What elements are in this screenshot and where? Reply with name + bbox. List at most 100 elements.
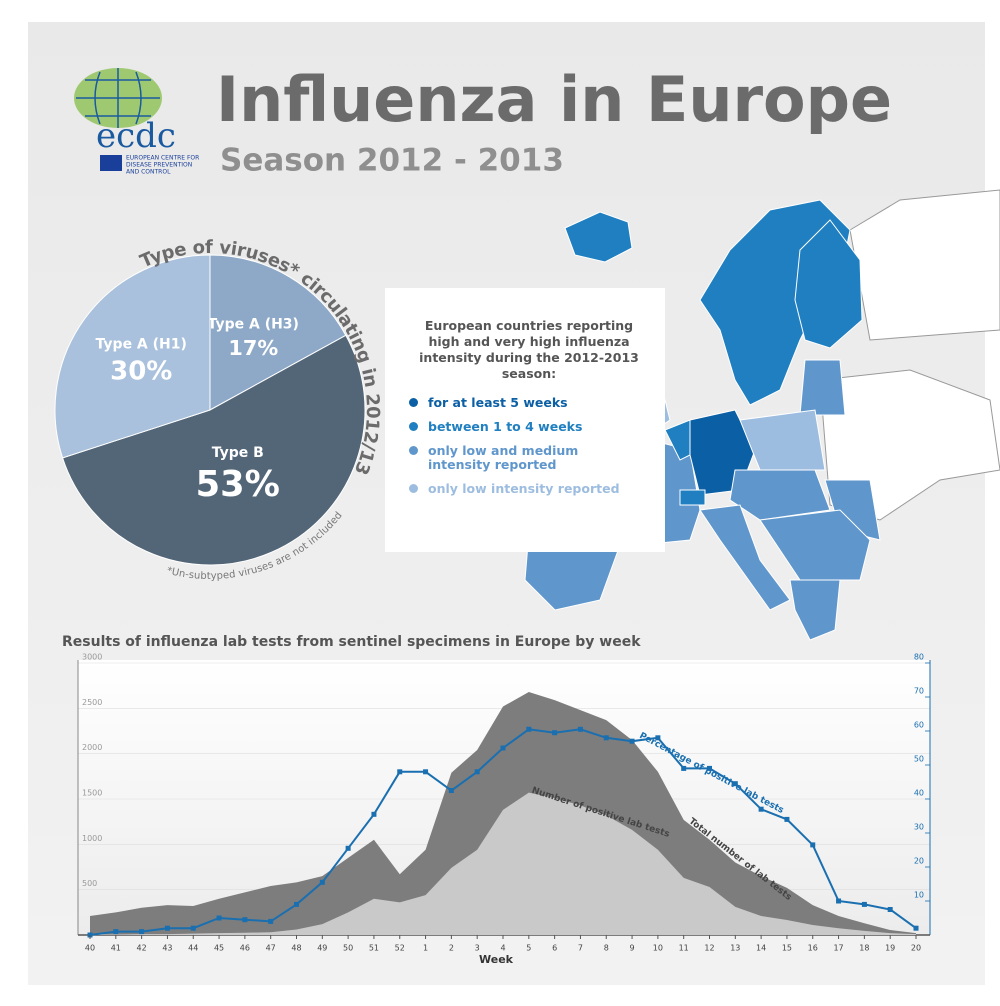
line-marker bbox=[655, 735, 661, 741]
x-tick-label: 44 bbox=[188, 944, 198, 953]
x-tick-label: 19 bbox=[885, 944, 895, 953]
map-legend: European countries reporting high and ve… bbox=[385, 288, 665, 552]
x-tick-label: 7 bbox=[578, 944, 583, 953]
y2-tick-label: 80 bbox=[914, 653, 924, 662]
line-marker bbox=[190, 925, 196, 931]
pie-slice bbox=[54, 254, 211, 459]
y-tick-label: 3000 bbox=[82, 653, 102, 662]
x-tick-label: 42 bbox=[137, 944, 147, 953]
slice-value: 30% bbox=[110, 357, 172, 387]
line-marker bbox=[629, 738, 635, 744]
line-marker bbox=[139, 929, 145, 935]
legend-item: for at least 5 weeks bbox=[409, 396, 645, 410]
pie-slice bbox=[61, 334, 366, 566]
legend-dot bbox=[409, 484, 418, 493]
y2-tick-label: 10 bbox=[914, 891, 924, 900]
y-tick-label: 1500 bbox=[82, 789, 102, 798]
x-tick-label: 49 bbox=[317, 944, 327, 953]
x-tick-label: 46 bbox=[240, 944, 250, 953]
legend-dot bbox=[409, 398, 418, 407]
x-tick-label: 50 bbox=[343, 944, 353, 953]
slice-label: Type A (H1) bbox=[96, 336, 187, 352]
chart-title: Results of influenza lab tests from sent… bbox=[62, 634, 641, 650]
line-marker bbox=[784, 816, 790, 822]
title: Influenza in Europe bbox=[216, 63, 892, 136]
x-tick-label: 17 bbox=[833, 944, 843, 953]
line-marker bbox=[164, 925, 170, 931]
line-marker bbox=[294, 901, 299, 907]
x-tick-label: 8 bbox=[604, 944, 609, 953]
line-marker bbox=[861, 901, 867, 907]
line-marker bbox=[242, 917, 248, 923]
line-marker bbox=[448, 788, 454, 793]
line-marker bbox=[836, 898, 842, 904]
line-marker bbox=[913, 925, 919, 931]
organization: EUROPEAN CENTRE FOR bbox=[126, 155, 199, 162]
x-tick-label: 12 bbox=[704, 944, 714, 953]
slice-label: Type A (H3) bbox=[208, 316, 299, 332]
line-marker bbox=[423, 769, 429, 775]
x-tick-label: 43 bbox=[162, 944, 172, 953]
x-tick-label: 1 bbox=[423, 944, 428, 953]
legend-title: European countries reporting high and ve… bbox=[419, 318, 639, 381]
x-tick-label: 41 bbox=[111, 944, 121, 953]
line-marker bbox=[397, 769, 403, 775]
subtitle: Season 2012 - 2013 bbox=[220, 143, 564, 179]
slice-value: 17% bbox=[228, 336, 278, 360]
x-tick-label: 3 bbox=[475, 944, 480, 953]
area bbox=[90, 792, 916, 935]
line-marker bbox=[577, 726, 583, 732]
line-marker bbox=[732, 781, 738, 787]
line-marker bbox=[371, 811, 377, 817]
organization: AND CONTROL bbox=[126, 169, 171, 176]
x-tick-label: 16 bbox=[808, 944, 818, 953]
line-marker bbox=[603, 735, 609, 741]
legend-label: between 1 to 4 weeks bbox=[428, 419, 583, 434]
legend-dot bbox=[409, 446, 418, 455]
x-tick-label: 11 bbox=[679, 944, 689, 953]
y2-tick-label: 40 bbox=[914, 789, 924, 798]
legend-item: between 1 to 4 weeks bbox=[409, 420, 645, 434]
line-marker bbox=[681, 765, 687, 771]
x-tick-label: 18 bbox=[859, 944, 869, 953]
legend-label: for at least 5 weeks bbox=[428, 395, 568, 410]
logo bbox=[74, 68, 162, 171]
line-marker bbox=[474, 769, 480, 775]
y-tick-label: 2500 bbox=[82, 698, 102, 707]
organization: DISEASE PREVENTION bbox=[126, 162, 192, 169]
line-marker bbox=[707, 765, 712, 771]
y2-tick-label: 20 bbox=[914, 857, 924, 866]
x-tick-label: 51 bbox=[369, 944, 379, 953]
y-tick-label: 500 bbox=[82, 879, 97, 888]
x-tick-label: 14 bbox=[756, 944, 766, 953]
x-tick-label: 48 bbox=[291, 944, 301, 953]
legend-item: only low intensity reported bbox=[409, 482, 645, 496]
x-tick-label: 40 bbox=[85, 944, 95, 953]
y2-tick-label: 70 bbox=[914, 687, 924, 696]
line-marker bbox=[268, 918, 274, 924]
x-tick-label: 52 bbox=[395, 944, 405, 953]
line-marker bbox=[758, 806, 764, 812]
slice-label: Type B bbox=[212, 445, 264, 461]
legend-dot bbox=[409, 422, 418, 431]
line-marker bbox=[810, 842, 816, 848]
logo-text: ecdc bbox=[96, 116, 176, 156]
x-tick-label: 2 bbox=[449, 944, 454, 953]
line-marker bbox=[345, 845, 351, 851]
x-tick-label: 15 bbox=[782, 944, 792, 953]
legend-item: only low and medium intensity reported bbox=[409, 444, 645, 472]
line-marker bbox=[500, 745, 506, 751]
x-tick-label: 10 bbox=[653, 944, 663, 953]
line-marker bbox=[319, 879, 325, 885]
x-tick-label: 45 bbox=[214, 944, 224, 953]
line-marker bbox=[526, 726, 532, 732]
x-axis-label: Week bbox=[479, 953, 514, 966]
y2-tick-label: 60 bbox=[914, 721, 924, 730]
legend-label: only low intensity reported bbox=[428, 481, 620, 496]
line-marker bbox=[216, 915, 222, 921]
slice-value: 53% bbox=[196, 464, 280, 505]
x-tick-label: 5 bbox=[526, 944, 531, 953]
x-tick-label: 4 bbox=[500, 944, 505, 953]
